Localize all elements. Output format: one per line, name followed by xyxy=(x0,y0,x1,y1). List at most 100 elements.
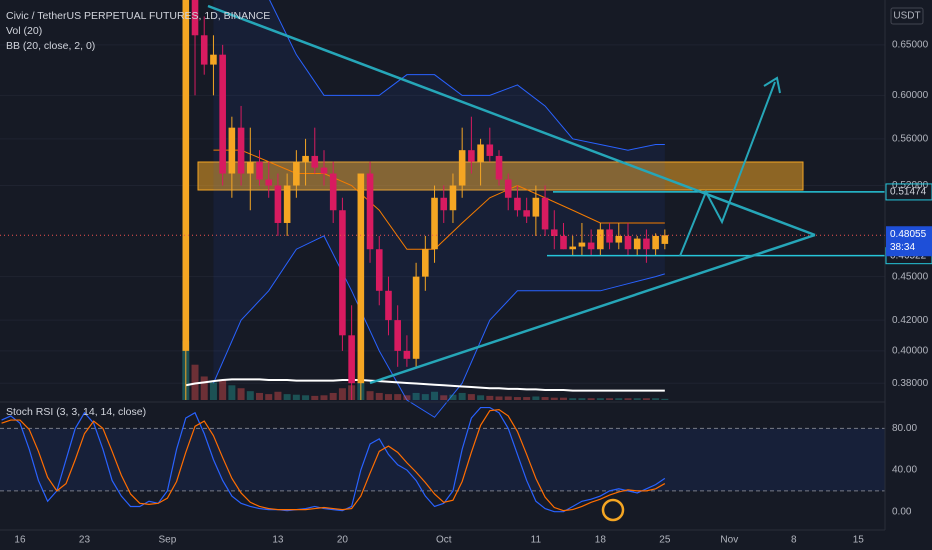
x-tick-label: Nov xyxy=(720,535,738,546)
price-level-label: 0.51474 xyxy=(890,187,927,198)
candle-body xyxy=(495,155,503,180)
volume-bar xyxy=(504,396,512,400)
volume-bar xyxy=(652,398,660,400)
x-tick-label: Sep xyxy=(158,535,176,546)
x-tick-label: 23 xyxy=(79,535,91,546)
volume-bar xyxy=(642,398,650,400)
volume-bar xyxy=(633,398,641,400)
candle-body xyxy=(320,167,328,174)
bb-fill xyxy=(213,0,665,418)
stoch-band xyxy=(0,428,885,491)
volume-bar xyxy=(256,392,264,400)
volume-bar xyxy=(274,391,282,400)
candle-body xyxy=(440,197,448,211)
x-tick-label: 20 xyxy=(337,535,349,546)
candle-body xyxy=(468,150,475,162)
volume-bar xyxy=(523,397,531,400)
candle-body xyxy=(633,238,641,250)
price-level-box xyxy=(885,183,932,201)
candle-body xyxy=(339,210,346,336)
candle-body xyxy=(256,161,263,180)
candle-body xyxy=(283,185,291,223)
candle-body xyxy=(532,197,540,217)
volume-bar xyxy=(550,397,558,400)
candle-body xyxy=(569,246,577,250)
candle-body xyxy=(348,335,355,384)
candle-body xyxy=(293,161,300,186)
volume-bar xyxy=(596,398,604,400)
volume-bar xyxy=(375,392,383,400)
candle-body xyxy=(412,276,420,359)
candle-body xyxy=(191,0,199,36)
candle-body xyxy=(265,179,273,186)
volume-bar xyxy=(219,379,227,400)
volume-bar xyxy=(265,394,273,400)
x-tick-label: Oct xyxy=(436,535,452,546)
volume-bar xyxy=(200,376,208,400)
volume-bar xyxy=(338,388,346,400)
candle-body xyxy=(560,235,567,250)
y-tick-label: 0.52000 xyxy=(892,180,929,191)
volume-bar xyxy=(329,392,337,400)
candle-body xyxy=(504,179,512,198)
candle-body xyxy=(422,249,429,277)
candle-body xyxy=(587,242,595,250)
x-tick-label: 25 xyxy=(659,535,671,546)
stoch-line xyxy=(1,406,666,513)
y-tick-label: 0.65000 xyxy=(892,40,929,51)
candle-body xyxy=(403,350,411,359)
volume-bar xyxy=(513,397,521,400)
candle-body xyxy=(661,235,669,244)
candle-body xyxy=(385,290,392,321)
x-tick-label: 13 xyxy=(272,535,284,546)
volume-bar xyxy=(532,396,540,400)
volume-bar xyxy=(421,394,429,400)
candle-body xyxy=(366,173,374,250)
candle-body xyxy=(486,144,494,156)
candle-body xyxy=(200,35,208,65)
volume-bar xyxy=(477,395,485,400)
bb-basis xyxy=(213,149,665,250)
candle-body xyxy=(246,161,254,174)
last-price-label: 0.48055 xyxy=(890,229,927,240)
y-tick-label: 0.40000 xyxy=(892,346,929,357)
candle-body xyxy=(210,54,217,65)
candle-body xyxy=(302,155,309,162)
y-tick-label: 0.45000 xyxy=(892,271,929,282)
volume-bar xyxy=(412,392,420,400)
candle-body xyxy=(615,235,623,243)
candle-body xyxy=(652,235,659,250)
y-tick-label: 0.42000 xyxy=(892,315,929,326)
volume-bar xyxy=(302,395,310,400)
triangle-upper xyxy=(207,4,816,237)
currency-box xyxy=(890,7,924,25)
volume-bar xyxy=(384,394,392,400)
volume-bar xyxy=(587,398,595,400)
volume-bar xyxy=(228,385,236,400)
y-tick-label: 0.60000 xyxy=(892,90,929,101)
volume-bar xyxy=(366,391,374,400)
x-tick-label: 15 xyxy=(853,535,865,546)
candle-body xyxy=(311,155,319,168)
volume-bar xyxy=(449,394,457,400)
volume-bar xyxy=(191,364,199,400)
volume-bar xyxy=(311,395,319,400)
candle-body xyxy=(431,197,438,250)
x-tick-label: 11 xyxy=(531,535,542,546)
volume-bar xyxy=(661,398,669,400)
volume-bar xyxy=(320,395,328,400)
volume-bar xyxy=(495,396,503,400)
currency: USDT xyxy=(893,11,920,22)
candle-body xyxy=(514,197,521,211)
candle-body xyxy=(597,229,604,250)
volume-bar xyxy=(403,395,411,400)
stoch-tick-label: 80.00 xyxy=(892,423,917,434)
candle-body xyxy=(458,150,466,186)
volume-bar xyxy=(486,395,494,400)
volume-bar xyxy=(606,398,614,400)
candle-body xyxy=(182,0,190,351)
candle-body xyxy=(624,235,632,250)
bb-lower xyxy=(212,235,665,418)
candle-body xyxy=(228,127,236,174)
